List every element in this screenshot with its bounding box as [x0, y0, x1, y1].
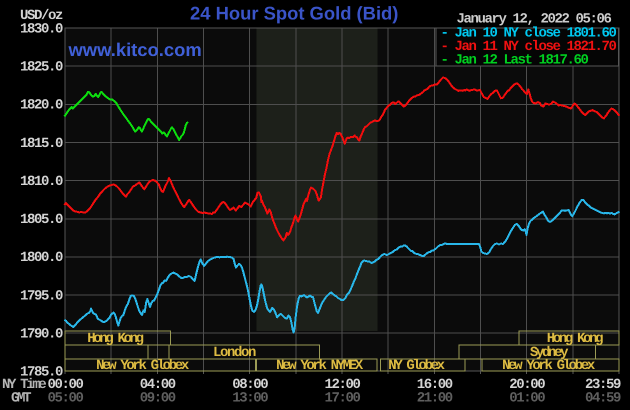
svg-text:- Jan 10 NY close 1801.60: - Jan 10 NY close 1801.60	[441, 25, 617, 41]
svg-text:USD/oz: USD/oz	[20, 8, 63, 24]
svg-text:NY Globex: NY Globex	[388, 358, 445, 374]
svg-text:1800.0: 1800.0	[20, 250, 63, 266]
svg-text:- Jan 12 Last 1817.60: - Jan 12 Last 1817.60	[441, 53, 589, 69]
svg-text:Hong Kong: Hong Kong	[87, 331, 143, 347]
svg-text:1825.0: 1825.0	[20, 60, 63, 76]
svg-text:London: London	[213, 345, 256, 361]
svg-text:January 12, 2022 05:06: January 12, 2022 05:06	[457, 12, 612, 28]
svg-text:GMT: GMT	[11, 391, 31, 407]
svg-text:- Jan 11 NY close 1821.70: - Jan 11 NY close 1821.70	[441, 39, 617, 55]
svg-text:1830.0: 1830.0	[20, 21, 63, 37]
svg-text:1815.0: 1815.0	[20, 136, 63, 152]
svg-text:01:00: 01:00	[509, 391, 545, 407]
svg-text:NY Time: NY Time	[2, 377, 46, 393]
svg-text:1790.0: 1790.0	[20, 327, 63, 343]
svg-text:1795.0: 1795.0	[20, 288, 63, 304]
svg-text:08:00: 08:00	[232, 377, 268, 393]
svg-text:20:00: 20:00	[509, 377, 545, 393]
svg-text:21:00: 21:00	[417, 391, 453, 407]
svg-text:00:00: 00:00	[47, 377, 83, 393]
svg-text:Sydney: Sydney	[530, 345, 569, 361]
svg-text:04:00: 04:00	[140, 377, 176, 393]
svg-text:Hong Kong: Hong Kong	[547, 331, 603, 347]
svg-text:05:00: 05:00	[47, 391, 83, 407]
svg-text:New York Globex: New York Globex	[502, 358, 596, 374]
svg-text:09:00: 09:00	[140, 391, 176, 407]
svg-text:New York Globex: New York Globex	[96, 358, 190, 374]
svg-text:1805.0: 1805.0	[20, 212, 63, 228]
svg-text:1820.0: 1820.0	[20, 98, 63, 114]
svg-text:24 Hour Spot Gold (Bid): 24 Hour Spot Gold (Bid)	[190, 3, 398, 24]
svg-text:17:00: 17:00	[324, 391, 360, 407]
svg-text:04:59: 04:59	[585, 391, 621, 407]
svg-text:1810.0: 1810.0	[20, 174, 63, 190]
svg-text:23:59: 23:59	[585, 377, 621, 393]
svg-text:12:00: 12:00	[324, 377, 360, 393]
svg-text:13:00: 13:00	[232, 391, 268, 407]
svg-text:16:00: 16:00	[417, 377, 453, 393]
svg-text:1785.0: 1785.0	[20, 365, 63, 381]
svg-text:New York NYMEX: New York NYMEX	[276, 358, 364, 374]
svg-text:www.kitco.com: www.kitco.com	[68, 39, 202, 60]
